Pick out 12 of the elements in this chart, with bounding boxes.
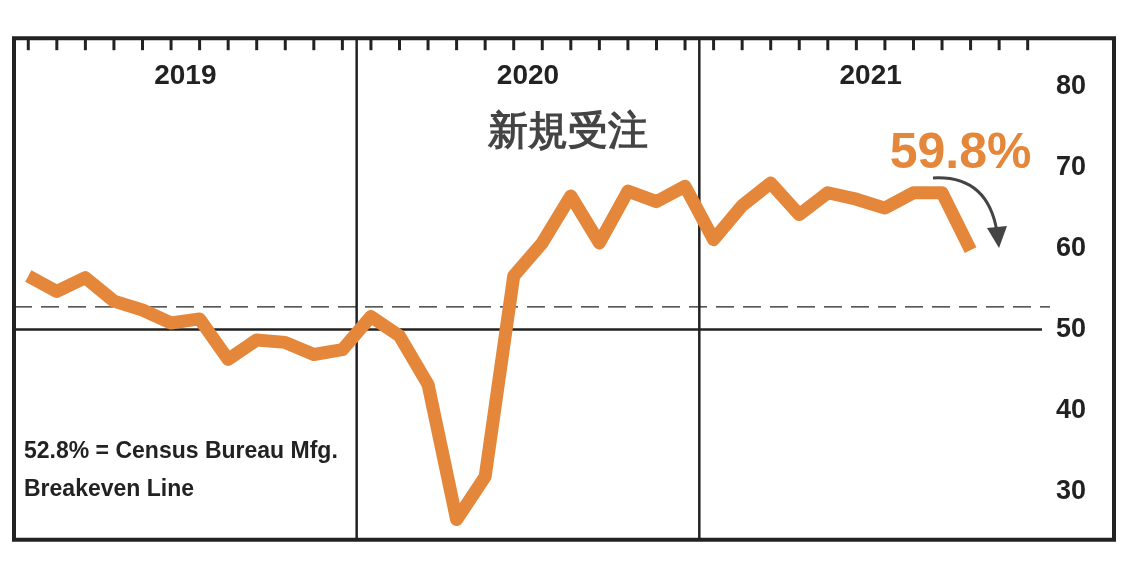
y-tick-label: 80	[1055, 70, 1087, 101]
text: 新規受注	[486, 106, 648, 153]
data-label: 59.8%	[889, 123, 1032, 180]
ref-line-label: 52.8% = Census Bureau Mfg. Breakeven Line	[24, 437, 338, 502]
annotation: 2019	[154, 58, 217, 90]
annotation: 2021	[839, 58, 902, 90]
y-tick-label: 50	[1055, 312, 1087, 343]
y-tick-label: 70	[1055, 151, 1087, 182]
y-tick-label: 60	[1055, 232, 1087, 262]
y-tick-label: 40	[1055, 393, 1087, 424]
annotation: 2020	[496, 58, 560, 90]
y-tick-label: 30	[1055, 474, 1087, 505]
